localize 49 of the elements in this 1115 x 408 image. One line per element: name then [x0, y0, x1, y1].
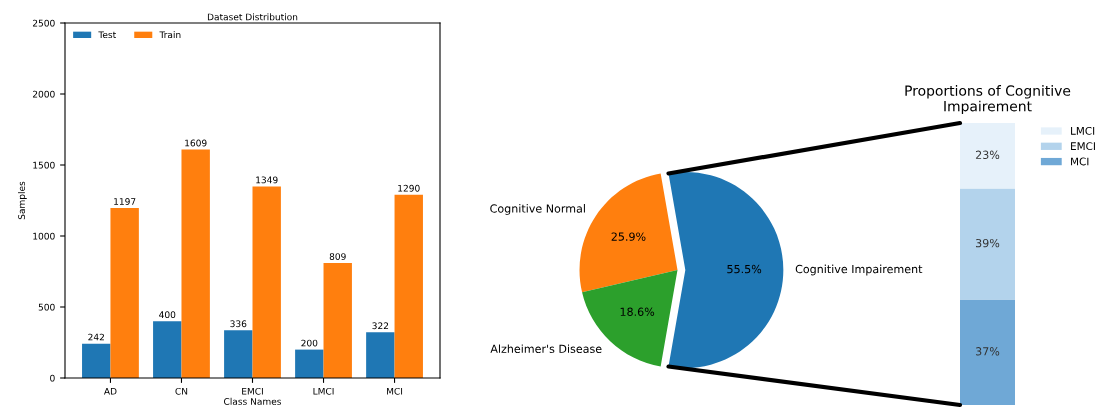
y-tick-label: 2000: [32, 90, 55, 98]
data-label: 809: [329, 253, 346, 260]
slice-label: Cognitive Normal: [490, 204, 585, 215]
x-tick-label: AD: [103, 388, 117, 395]
x-axis-title: Class Names: [224, 397, 282, 405]
slice-label: Cognitive Impairement: [795, 264, 923, 276]
bar: [252, 186, 281, 378]
chart-title: Proportions of Cognitive Impairement: [905, 85, 1071, 115]
y-tick-label: 500: [38, 303, 55, 311]
y-tick-label: 1500: [33, 161, 55, 169]
legend-label: LMCI: [1071, 126, 1095, 135]
data-label: 242: [88, 333, 104, 341]
x-tick-label: EMCI: [242, 387, 263, 395]
data-label: 322: [372, 322, 389, 330]
data-label: 1349: [256, 176, 278, 184]
legend-label: MCI: [1071, 157, 1089, 166]
bar: [110, 208, 139, 378]
bar: [153, 321, 182, 378]
y-tick-label: 1000: [33, 232, 55, 240]
y-axis-title: Samples: [18, 181, 27, 220]
legend-label: Test: [98, 31, 116, 39]
data-label: 1609: [185, 139, 207, 147]
data-label: 336: [230, 320, 247, 328]
bar: [394, 194, 423, 378]
data-label: 1290: [398, 184, 420, 192]
data-label: 200: [301, 339, 318, 347]
bar: [181, 149, 210, 378]
y-tick-label: 0: [50, 374, 55, 382]
x-tick-label: MCI: [387, 387, 403, 395]
data-label: 25.9%: [611, 232, 646, 241]
bar: [295, 349, 324, 378]
x-tick-label: LMCI: [313, 387, 334, 395]
bar: [224, 330, 253, 378]
legend-label: EMCI: [1071, 142, 1095, 151]
data-label: 1197: [114, 198, 136, 205]
chart-title: Dataset Distribution: [207, 13, 298, 21]
data-label: 55.5%: [727, 264, 762, 274]
data-label: 37%: [976, 347, 1000, 356]
bar: [366, 332, 395, 378]
y-tick-label: 2500: [32, 19, 55, 27]
bar: [82, 343, 111, 378]
data-label: 39%: [976, 238, 1000, 248]
slice-label: Alzheimer's Disease: [490, 344, 602, 353]
data-label: 18.6%: [620, 307, 655, 316]
data-label: 400: [159, 311, 176, 319]
legend-label: Train: [159, 31, 181, 39]
data-label: 23%: [975, 150, 1000, 159]
bar: [323, 263, 352, 378]
x-tick-label: CN: [175, 387, 188, 395]
